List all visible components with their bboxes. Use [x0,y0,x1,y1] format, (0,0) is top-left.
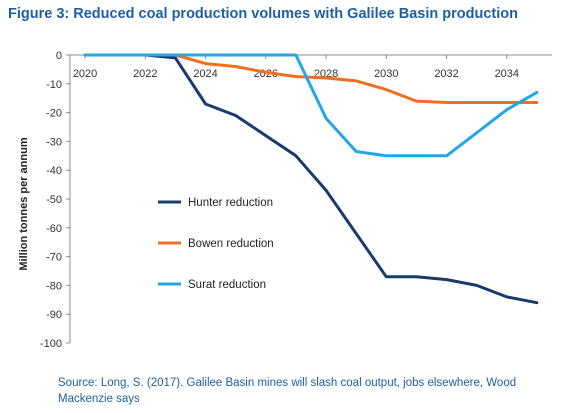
y-tick-label: 0 [56,50,62,62]
series-line-3 [83,53,539,158]
y-tick-label: -80 [46,280,62,292]
y-tick-label: -100 [40,338,62,350]
y-tick-label: -60 [46,223,62,235]
chart-axes: 0 -10 -20 -30 -40 -50 -60 -70 -80 -90 -100 2020 2022… [18,50,552,350]
figure-title: Figure 3: Reduced coal production volume… [8,6,518,22]
source-note: Source: Long, S. (2017). Galilee Basin m… [58,377,517,405]
x-tick-label: 2024 [193,68,217,80]
y-tick-label: -70 [46,252,62,264]
x-tick-label: 2020 [73,68,97,80]
y-tick-label: -10 [46,79,62,91]
chart-legend: Hunter reduction Bowen reduction Surat red… [158,197,274,291]
y-axis-title: Million tonnes per annum [18,137,30,270]
y-tick-label: -20 [46,108,62,120]
x-tick-label: 2032 [434,68,458,80]
x-tick-label: 2034 [495,68,519,80]
y-tick-label: -90 [46,309,62,321]
chart-series [83,53,539,305]
y-tick-label: -40 [46,165,62,177]
x-tick-label: 2030 [374,68,398,80]
series-line-1 [83,53,539,305]
legend-label-2: Bowen reduction [188,238,274,250]
x-tick-label: 2022 [133,68,157,80]
y-tick-label: -50 [46,194,62,206]
legend-label-1: Hunter reduction [188,197,273,209]
y-tick-label: -30 [46,136,62,148]
legend-label-3: Surat reduction [188,279,266,291]
